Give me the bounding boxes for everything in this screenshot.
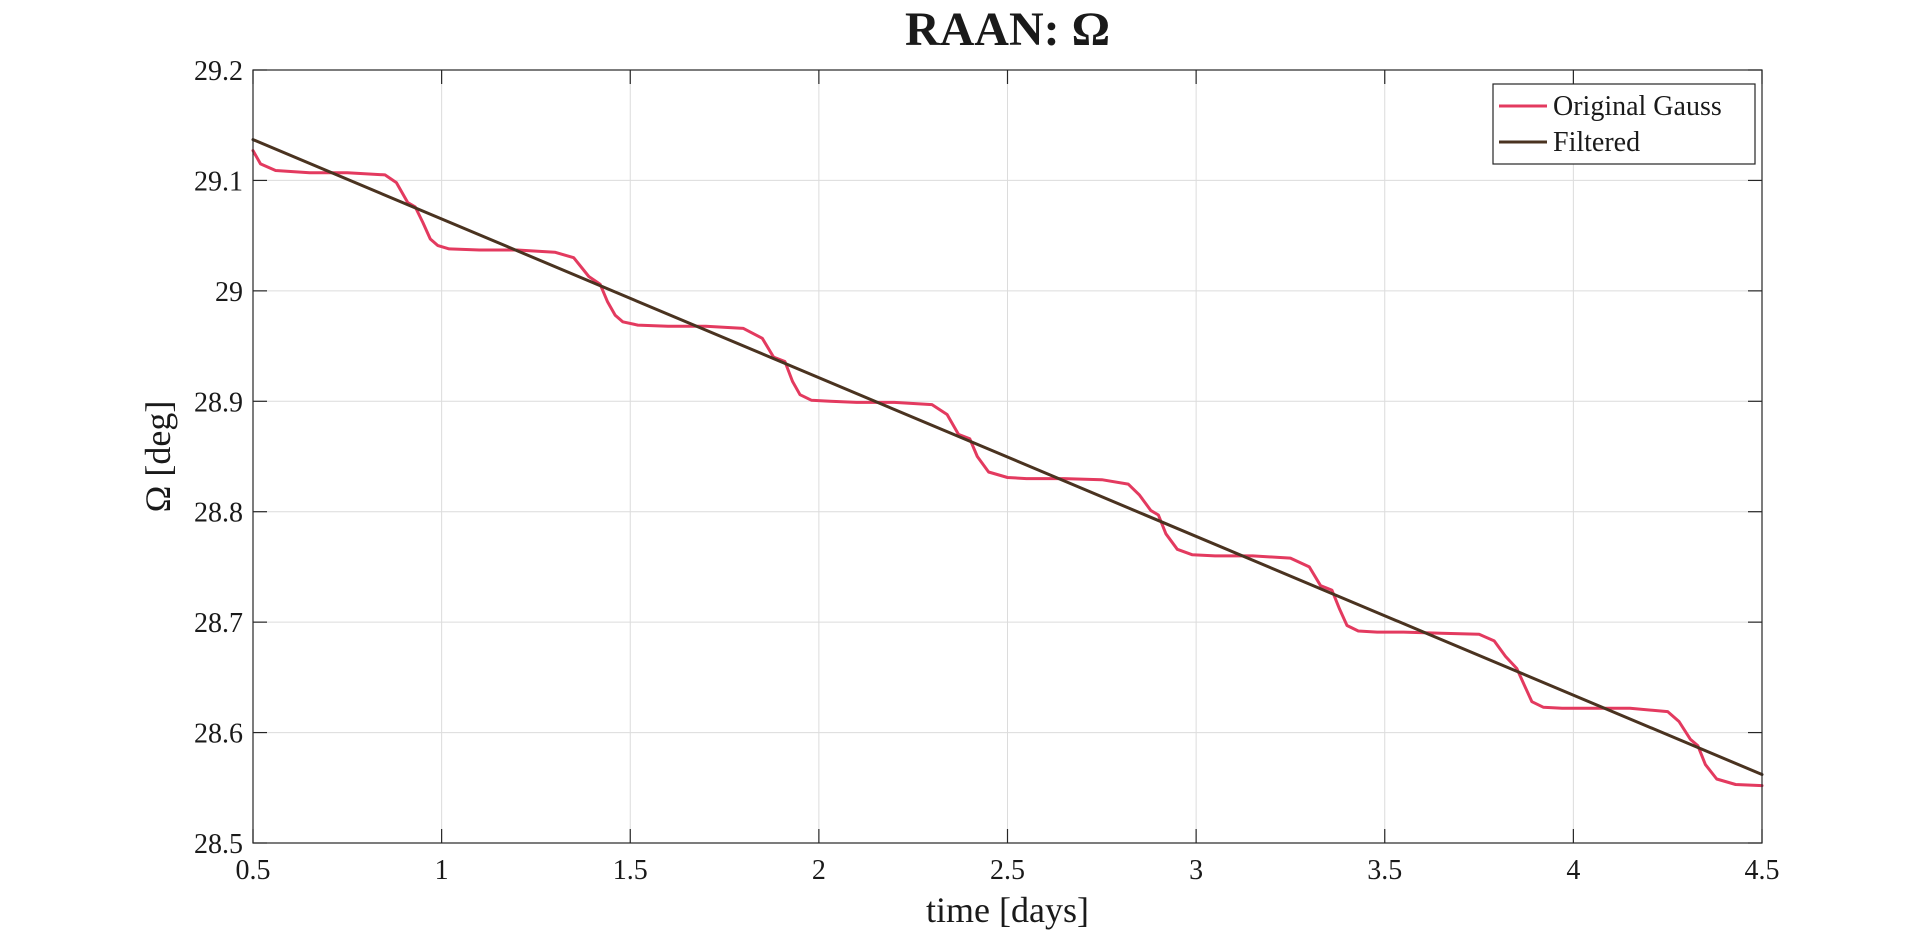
y-axis-label: Ω [deg] — [138, 401, 178, 513]
series-lines — [251, 138, 1764, 788]
legend: Original Gauss Filtered — [1492, 83, 1756, 165]
x-tick-label: 0.5 — [236, 855, 271, 886]
x-tick-label: 4.5 — [1745, 855, 1780, 886]
x-tick-label: 2.5 — [990, 855, 1025, 886]
y-tick-label: 28.9 — [194, 387, 243, 418]
x-tick-label: 3 — [1189, 855, 1203, 886]
y-tick-label: 28.6 — [194, 719, 243, 750]
y-tick-label: 29 — [215, 277, 243, 308]
y-tick-label: 29.2 — [194, 56, 243, 87]
x-tick-label: 2 — [812, 855, 826, 886]
legend-label-original-gauss: Original Gauss — [1553, 91, 1722, 122]
series-line-filtered — [251, 138, 1764, 776]
x-tick-label: 1.5 — [613, 855, 648, 886]
y-axis-tick-labels: 28.5 28.6 28.7 28.8 28.9 29 29.1 29.2 — [194, 56, 243, 860]
y-tick-label: 28.8 — [194, 498, 243, 529]
x-tick-label: 3.5 — [1367, 855, 1402, 886]
x-axis-tick-labels: 0.5 1 1.5 2 2.5 3 3.5 4 4.5 — [236, 855, 1780, 886]
x-tick-label: 1 — [435, 855, 449, 886]
x-axis-label: time [days] — [926, 890, 1089, 930]
legend-box — [1492, 83, 1756, 165]
chart-title: RAAN: Ω — [905, 3, 1110, 56]
legend-label-filtered: Filtered — [1553, 127, 1640, 158]
y-tick-label: 28.7 — [194, 608, 243, 639]
y-tick-label: 28.5 — [194, 829, 243, 860]
axis-ticks — [252, 69, 1763, 844]
series-line-original-gauss — [251, 149, 1764, 788]
x-tick-label: 4 — [1566, 855, 1580, 886]
y-tick-label: 29.1 — [194, 166, 243, 197]
